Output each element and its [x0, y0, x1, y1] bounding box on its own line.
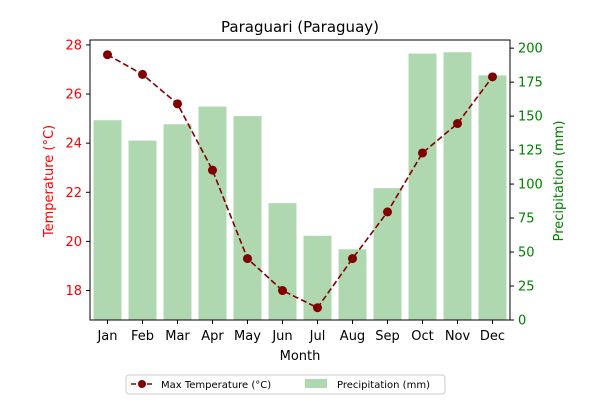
x-tick-label: Aug [340, 329, 365, 344]
bar-oct [408, 53, 437, 321]
x-tick-label: Jun [271, 329, 292, 344]
y-right-tick-label: 75 [518, 212, 535, 227]
y-left-tick-label: 18 [65, 284, 82, 299]
y-right-tick-label: 125 [518, 144, 543, 159]
legend: Max Temperature (°C) Precipitation (mm) [125, 374, 446, 395]
plot-area [89, 39, 511, 321]
temp-point-apr [208, 165, 217, 175]
temp-point-may [243, 254, 252, 264]
y-right-tick-label: 50 [518, 246, 535, 261]
temp-point-oct [418, 148, 427, 158]
bar-nov [443, 52, 472, 321]
legend-bar-swatch [305, 379, 327, 388]
bar-jan [93, 120, 122, 320]
y-axis-right: 0 25 50 75 100 125 150 175 200 [510, 42, 543, 329]
y-axis-left-label: Temperature (°C) [42, 125, 57, 238]
x-tick-label: Jan [96, 329, 117, 344]
temperature-line [103, 50, 497, 313]
x-tick-label: Mar [165, 329, 190, 344]
x-tick-label: Jul [309, 329, 326, 344]
y-left-tick-label: 28 [65, 38, 82, 53]
x-axis: Jan Feb Mar Apr May Jun Jul Aug Sep Oct Nov Dec [96, 320, 505, 344]
y-axis-left: 18 20 22 24 26 28 [65, 38, 90, 299]
x-tick-label: Feb [131, 329, 154, 344]
temp-point-dec [488, 72, 497, 82]
y-axis-right-label: Precipitation (mm) [552, 121, 567, 242]
temp-point-feb [138, 69, 147, 79]
temp-point-aug [348, 254, 357, 264]
y-right-tick-label: 150 [518, 110, 543, 125]
y-right-tick-label: 200 [518, 42, 543, 57]
y-left-tick-label: 20 [65, 235, 82, 250]
temp-point-mar [173, 99, 182, 109]
legend-marker-swatch [138, 380, 146, 388]
temp-point-jan [103, 50, 112, 60]
plot-frame [89, 39, 511, 321]
bar-may [233, 116, 262, 320]
temp-point-sep [383, 207, 392, 217]
bar-dec [478, 75, 507, 320]
y-left-tick-label: 22 [65, 186, 82, 201]
bar-jun [268, 203, 297, 320]
y-right-tick-label: 0 [518, 314, 526, 329]
x-tick-label: Sep [375, 329, 400, 344]
y-left-tick-label: 24 [65, 137, 82, 152]
y-right-tick-label: 100 [518, 178, 543, 193]
x-tick-label: Oct [411, 329, 433, 344]
temp-point-nov [453, 119, 462, 129]
bar-apr [198, 106, 227, 320]
y-left-tick-label: 26 [65, 88, 82, 103]
bar-mar [163, 124, 192, 320]
temp-point-jul [313, 303, 322, 313]
x-axis-label: Month [280, 349, 321, 364]
temp-point-jun [278, 286, 287, 296]
bar-feb [128, 140, 157, 320]
legend-label-precipitation: Precipitation (mm) [337, 380, 430, 391]
y-right-tick-label: 175 [518, 76, 543, 91]
x-tick-label: Dec [480, 329, 505, 344]
precipitation-bars [93, 52, 507, 321]
x-tick-label: Nov [445, 329, 471, 344]
legend-box [125, 374, 446, 395]
chart-title: Paraguari (Paraguay) [221, 18, 379, 36]
x-tick-label: Apr [201, 329, 224, 344]
x-tick-label: May [234, 329, 261, 344]
legend-label-temperature: Max Temperature (°C) [161, 380, 271, 391]
y-right-tick-label: 25 [518, 280, 535, 295]
